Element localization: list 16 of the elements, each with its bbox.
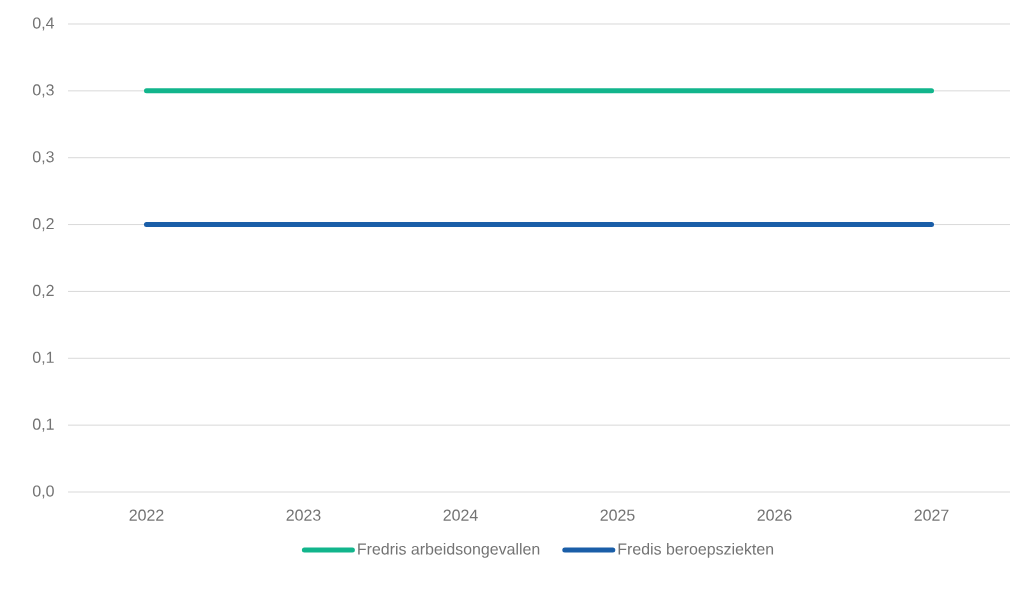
y-tick-label: 0,2 [32,217,54,232]
legend-label: Fredis beroepsziekten [618,542,774,558]
x-tick-label: 2025 [600,509,635,521]
x-tick-label: 2027 [914,509,949,521]
x-tick-label: 2024 [443,509,478,521]
x-tick-label: 2023 [286,509,321,521]
y-tick-label: 0,2 [32,284,54,298]
y-tick-label: 0,1 [32,351,54,365]
legend-label: Fredris arbeidsongevallen [358,542,540,558]
y-tick-label: 0,3 [32,84,54,98]
y-tick-label: 0,1 [32,418,54,432]
x-tick-label: 2026 [757,509,792,521]
y-tick-label: 0,3 [32,151,54,165]
y-tick-label: 0,0 [32,485,54,499]
x-tick-label: 2022 [129,509,164,521]
y-tick-label: 0,4 [32,17,55,31]
